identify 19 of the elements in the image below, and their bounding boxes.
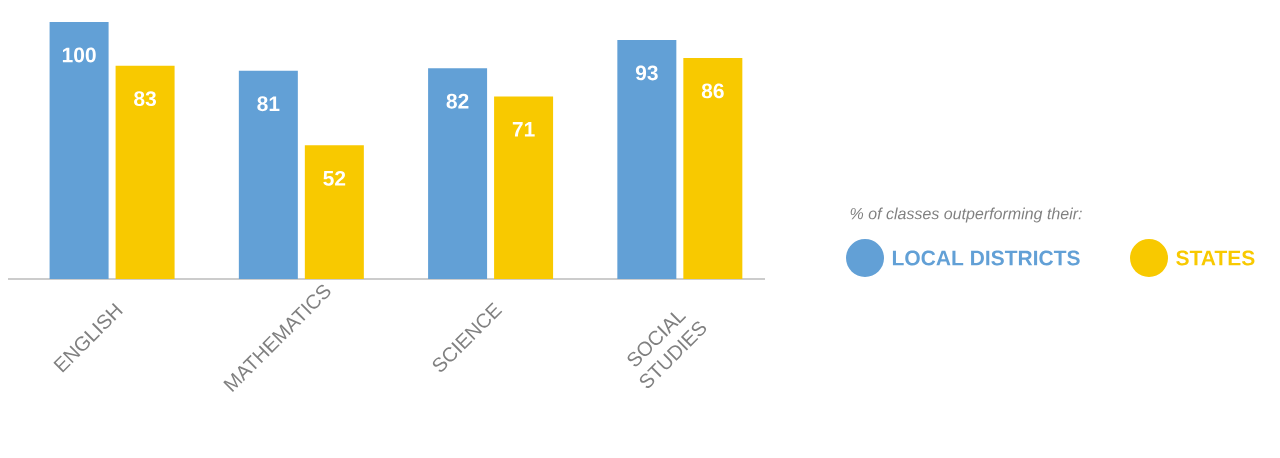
bar (238, 70, 298, 279)
data-label: 52 (323, 170, 346, 186)
data-label: 82 (446, 93, 469, 109)
data-label: 81 (257, 96, 280, 112)
bar (617, 39, 677, 279)
legend-label: LOCAL DISTRICTS (892, 250, 1080, 266)
data-label: 93 (635, 65, 658, 81)
data-label: 83 (134, 91, 157, 107)
bar (683, 57, 743, 279)
legend-title: % of classes outperforming their: (850, 207, 1082, 223)
data-label: 100 (62, 47, 96, 63)
data-label: 71 (512, 122, 535, 137)
bar (304, 145, 364, 279)
bar (494, 96, 554, 279)
data-label: 86 (701, 83, 724, 99)
bar (115, 65, 175, 279)
legend-label: STATES (1176, 250, 1255, 266)
bar (49, 22, 109, 279)
bar (428, 68, 488, 279)
